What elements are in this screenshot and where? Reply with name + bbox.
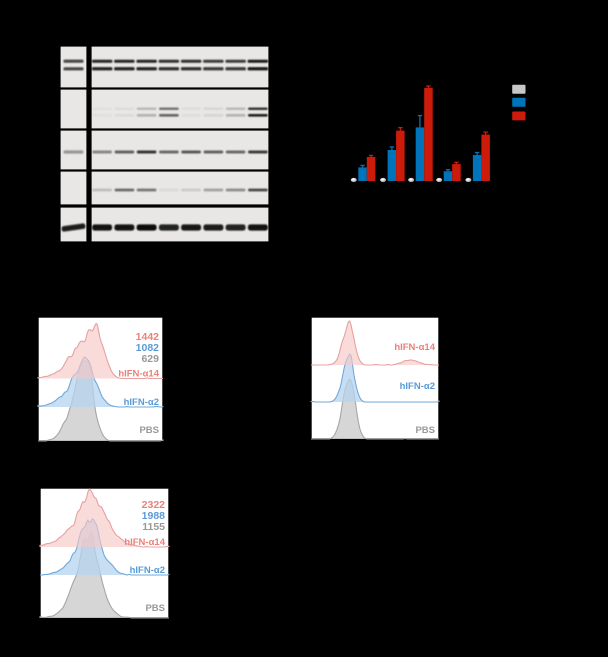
svg-text:hIFN-α2: hIFN-α2 [130,565,165,576]
svg-text:1155: 1155 [142,521,165,533]
svg-text:hIFN-α14: hIFN-α14 [118,369,159,380]
svg-text:629: 629 [141,353,159,365]
svg-text:PBS: PBS [145,603,165,614]
svg-text:PBS: PBS [139,425,159,436]
svg-text:hIFN-α2: hIFN-α2 [124,397,159,408]
svg-text:PBS: PBS [415,425,435,436]
svg-text:hIFN-α14: hIFN-α14 [394,342,435,353]
svg-text:hIFN-α2: hIFN-α2 [400,381,435,392]
svg-text:hIFN-α14: hIFN-α14 [124,537,165,548]
